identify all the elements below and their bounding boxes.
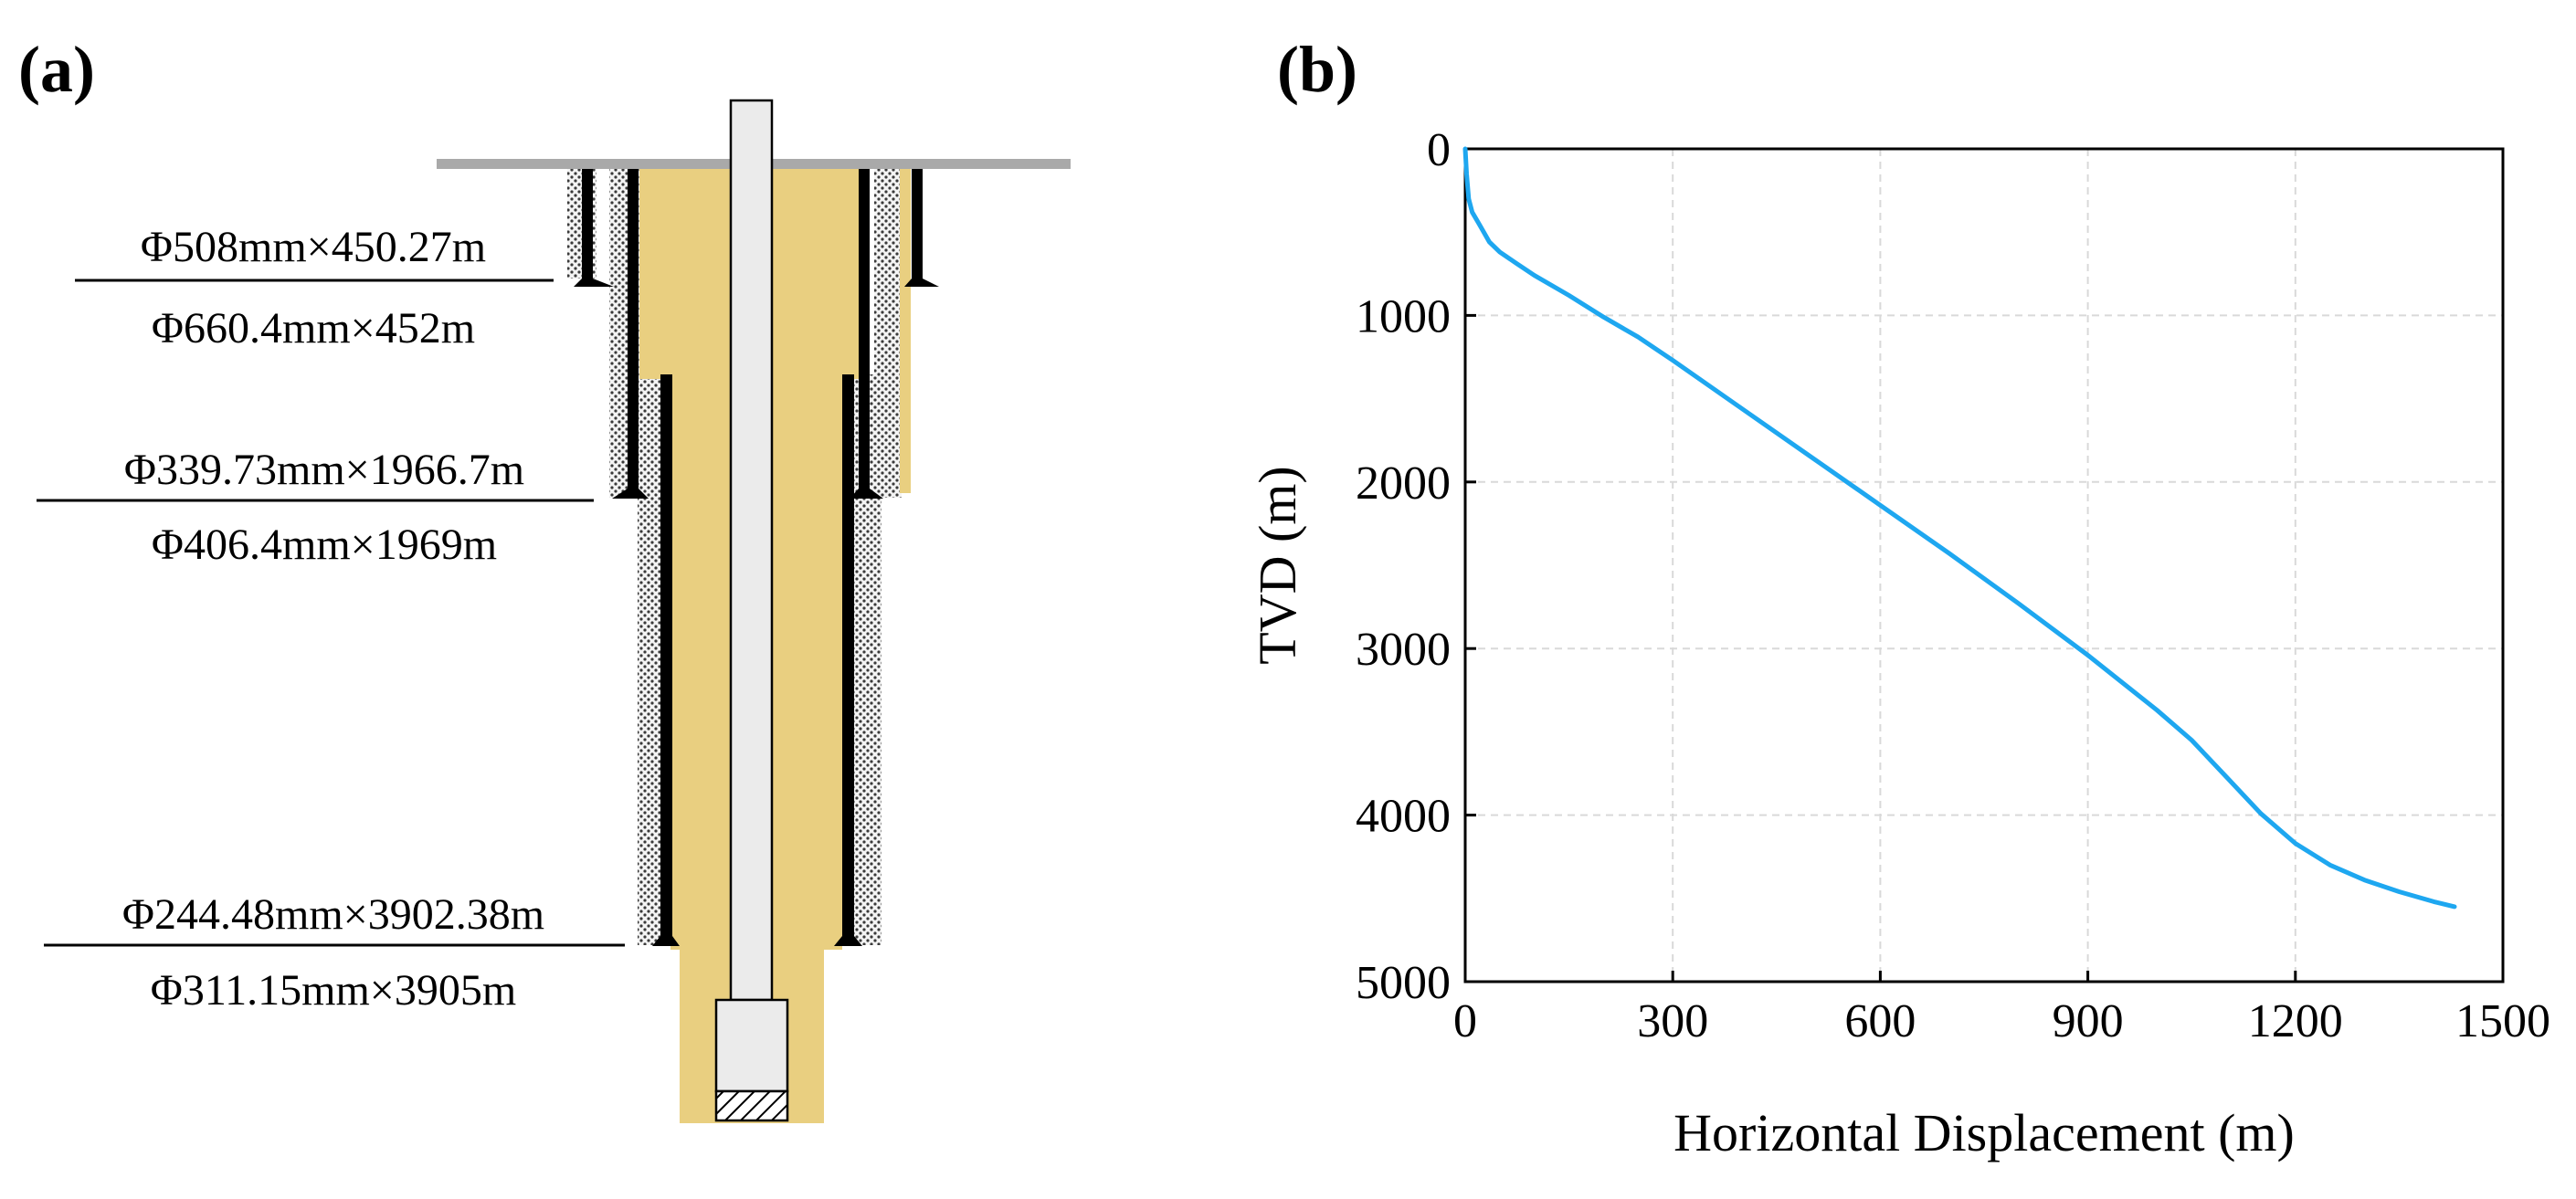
chart-grid — [1465, 149, 2503, 982]
casing-label-3: Φ244.48mm×3902.38m Φ311.15mm×3905m — [44, 890, 625, 1015]
plot-frame — [1463, 147, 2505, 983]
x-tick-label: 1200 — [2248, 995, 2343, 1047]
x-axis-label: Horizontal Displacement (m) — [1673, 1103, 2295, 1162]
casing-production-left — [652, 374, 680, 946]
hole-size-label: Φ406.4mm×1969m — [152, 521, 497, 569]
y-tick-label: 2000 — [1356, 458, 1451, 510]
y-tick-label: 5000 — [1356, 957, 1451, 1009]
casing-size-label: Φ244.48mm×3902.38m — [122, 890, 544, 939]
x-tick-label: 300 — [1637, 995, 1708, 1047]
casing-surface-left — [574, 164, 614, 287]
y-tick-label: 0 — [1427, 124, 1451, 176]
casing-surface-right — [904, 164, 939, 287]
y-tick-label: 1000 — [1356, 290, 1451, 342]
casing-size-label: Φ339.73mm×1966.7m — [124, 446, 524, 494]
x-tick-label: 0 — [1453, 995, 1477, 1047]
casing-size-label: Φ508mm×450.27m — [141, 223, 486, 271]
y-axis-label: TVD (m) — [1248, 466, 1307, 664]
casing-label-2: Φ339.73mm×1966.7m Φ406.4mm×1969m — [37, 446, 594, 569]
x-tick-label: 600 — [1844, 995, 1916, 1047]
hole-size-label: Φ660.4mm×452m — [152, 304, 475, 352]
chart-series — [1462, 146, 2457, 910]
x-tick-label: 900 — [2053, 995, 2124, 1047]
tvd-chart: 0 300 600 900 1200 1500010002000300040005000 … — [1248, 124, 2550, 1162]
wellbore-schematic — [437, 99, 1071, 1123]
y-tick-label: 3000 — [1356, 624, 1451, 676]
panel-a-label: (a) — [18, 33, 95, 106]
casing-labels: Φ508mm×450.27m Φ660.4mm×452m Φ339.73mm×1… — [37, 223, 625, 1015]
panel-b-label: (b) — [1277, 33, 1357, 106]
chart-ticks: 0 300 600 900 1200 1500 0 1000 2000 3000 4000 5000 — [1356, 124, 2550, 1047]
y-tick-label: 4000 — [1356, 791, 1451, 843]
casing-label-1: Φ508mm×450.27m Φ660.4mm×452m — [75, 223, 554, 352]
casing-intermediate-left — [612, 164, 649, 499]
hole-size-label: Φ311.15mm×3905m — [151, 966, 516, 1015]
annulus-fill-upper-right — [900, 164, 911, 493]
tvd-curve — [1462, 146, 2457, 910]
casing-intermediate-right — [850, 164, 883, 499]
drill-bit — [714, 1089, 789, 1122]
casing-production-right — [834, 374, 862, 946]
drill-collar — [714, 998, 789, 1093]
drill-string — [729, 99, 774, 1002]
x-tick-label: 1500 — [2455, 995, 2550, 1047]
